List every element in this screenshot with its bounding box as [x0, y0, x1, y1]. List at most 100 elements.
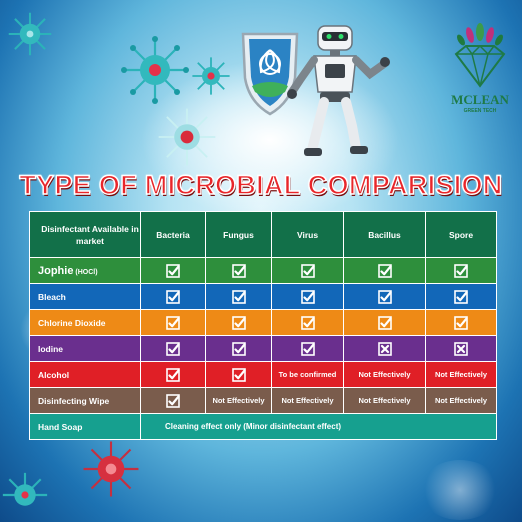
table-cell [205, 283, 272, 310]
row-sublabel: (HOCl) [73, 268, 98, 276]
checkbox-cross-icon [377, 341, 392, 356]
checkbox-check-icon [377, 315, 392, 330]
table-row: Alcohol To be confirmed Not Effectively Not… [29, 361, 497, 388]
cell-note: To be confirmed [278, 370, 337, 379]
page-title: TYPE OF MICROBIAL COMPARISION [19, 169, 503, 200]
checkbox-check-icon [231, 289, 246, 304]
header-disinfectant: Disinfectant Available in market [29, 211, 141, 258]
table-cell [425, 257, 497, 284]
cell-note: Not Effectively [281, 396, 334, 405]
table-cell: Not Effectively [271, 387, 344, 414]
table-row: Jophie (HOCl) [29, 257, 497, 284]
table-cell [140, 335, 206, 362]
table-cell [425, 309, 497, 336]
table-cell: To be confirmed [271, 361, 344, 388]
row-label: Disinfecting Wipe [29, 387, 141, 414]
table-cell: Not Effectively [205, 387, 272, 414]
row-label-text: Disinfecting Wipe [38, 395, 110, 406]
checkbox-check-icon [377, 289, 392, 304]
row-label-text: Bleach [38, 291, 66, 302]
cell-note: Not Effectively [434, 370, 488, 379]
virus-icon [83, 441, 139, 497]
row-label: Bleach [29, 283, 141, 310]
column-header: Bacillus [343, 211, 426, 258]
table-cell [343, 335, 426, 362]
column-header: Spore [425, 211, 497, 258]
virus-icon [158, 108, 216, 166]
cell-note: Not Effectively [358, 396, 411, 405]
row-label: Iodine [29, 335, 141, 362]
checkbox-check-icon [231, 367, 246, 382]
checkbox-check-icon [300, 341, 315, 356]
table-row-hand-soap: Hand Soap Cleaning effect only (Minor dis… [29, 413, 497, 440]
row-label-text: Jophie [38, 264, 74, 277]
cell-note: Not Effectively [358, 370, 411, 379]
table-cell [140, 309, 206, 336]
cell-note: Not Effectively [434, 396, 488, 405]
checkbox-check-icon [231, 315, 246, 330]
row-label-text: Hand Soap [29, 413, 141, 440]
checkbox-check-icon [300, 315, 315, 330]
table-cell: Not Effectively [343, 387, 426, 414]
checkbox-check-icon [166, 315, 180, 330]
table-cell [140, 387, 206, 414]
row-label-text: Alcohol [38, 369, 70, 380]
checkbox-check-icon [166, 289, 180, 304]
column-header: Virus [271, 211, 344, 258]
checkbox-check-icon [231, 263, 246, 278]
row-label: Jophie (HOCl) [29, 257, 141, 284]
virus-icon [121, 36, 189, 104]
table-cell: Not Effectively [425, 361, 497, 388]
checkbox-check-icon [166, 367, 180, 382]
table-cell [425, 335, 497, 362]
table-cell [343, 257, 426, 284]
cell-note: Not Effectively [212, 396, 265, 405]
logo-tagline: GREEN TECH [463, 108, 497, 114]
comparison-table: Disinfectant Available in market Bacteri… [29, 211, 497, 440]
table-row: Chlorine Dioxide [29, 309, 497, 336]
table-cell [205, 309, 272, 336]
shield-icon [241, 32, 299, 116]
checkbox-check-icon [166, 341, 180, 356]
checkbox-check-icon [231, 341, 246, 356]
table-cell: Not Effectively [343, 361, 426, 388]
row-label: Alcohol [29, 361, 141, 388]
table-cell [343, 309, 426, 336]
table-cell [205, 361, 272, 388]
checkbox-check-icon [166, 263, 180, 278]
virus-icon [192, 57, 230, 95]
table-cell [343, 283, 426, 310]
table-row: Disinfecting Wipe Not Effectively Not Effe… [29, 387, 497, 414]
column-header: Fungus [205, 211, 272, 258]
table-cell [271, 309, 344, 336]
column-header: Bacteria [140, 211, 206, 258]
table-row: Iodine [29, 335, 497, 362]
table-cell [205, 335, 272, 362]
row-label-text: Iodine [38, 343, 64, 354]
table-cell [205, 257, 272, 284]
hand-soap-note: Cleaning effect only (Minor disinfectant… [140, 413, 497, 440]
checkbox-check-icon [454, 263, 468, 278]
table-body: Jophie (HOCl) Bleach Chlorine Dioxide Iodin… [29, 257, 497, 440]
row-label-text: Chlorine Dioxide [38, 317, 106, 328]
mclean-logo: MCLEAN GREEN TECH [440, 18, 520, 128]
checkbox-check-icon [454, 315, 468, 330]
table-cell [140, 361, 206, 388]
table-cell [140, 283, 206, 310]
table-cell: Not Effectively [425, 387, 497, 414]
checkbox-check-icon [377, 263, 392, 278]
checkbox-check-icon [454, 289, 468, 304]
table-cell [425, 283, 497, 310]
logo-name: MCLEAN [451, 92, 509, 107]
table-cell [271, 257, 344, 284]
checkbox-check-icon [300, 263, 315, 278]
checkbox-cross-icon [454, 341, 468, 356]
robot-icon [287, 25, 390, 156]
virus-icon [8, 12, 52, 56]
table-cell [271, 283, 344, 310]
checkbox-check-icon [166, 393, 180, 408]
table-cell [140, 257, 206, 284]
table-row: Bleach [29, 283, 497, 310]
virus-icon [2, 472, 48, 506]
